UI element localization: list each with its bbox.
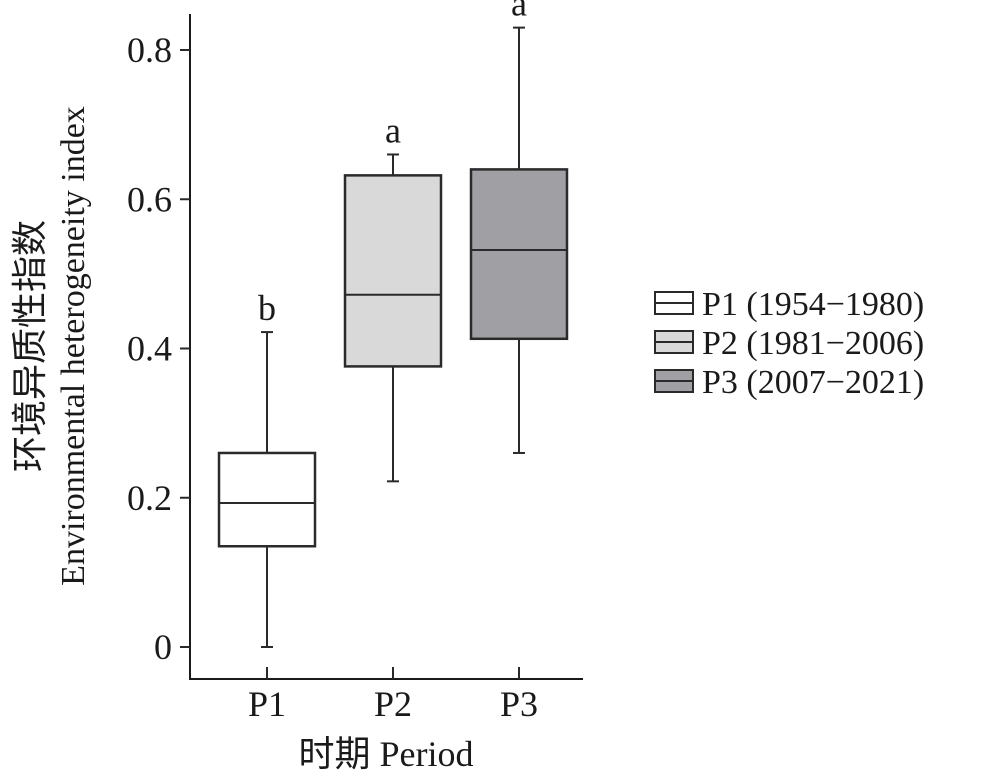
y-axis-ticks: 0 0.2 0.4 0.6 0.8	[127, 30, 190, 667]
boxplot-boxes: b a a	[217, 0, 569, 648]
legend-item-p3: P3 (2007−2021)	[654, 364, 924, 401]
y-tick-label: 0	[154, 627, 172, 667]
legend-item-p2: P2 (1981−2006)	[654, 325, 924, 362]
y-axis-label-cn: 环境异质性指数	[10, 220, 50, 472]
legend-item-p1: P1 (1954−1980)	[654, 286, 924, 323]
significance-letter: a	[511, 0, 527, 24]
legend-label: P2 (1981−2006)	[702, 325, 924, 362]
y-axis-label-en: Environmental heterogeneity index	[55, 106, 92, 586]
legend: P1 (1954−1980)P2 (1981−2006)P3 (2007−202…	[654, 286, 924, 401]
box-p3: a	[469, 0, 569, 454]
iqr-box	[217, 451, 317, 548]
significance-letter: b	[258, 288, 276, 328]
x-tick-label: P1	[248, 684, 286, 724]
iqr-box	[343, 174, 443, 368]
x-tick-label: P2	[374, 684, 412, 724]
y-tick-label: 0.8	[127, 30, 172, 70]
y-tick-label: 0.4	[127, 329, 172, 369]
y-tick-label: 0.2	[127, 478, 172, 518]
legend-label: P3 (2007−2021)	[702, 364, 924, 401]
x-axis-label: 时期 Period	[299, 734, 474, 774]
box-p2: a	[343, 110, 443, 483]
legend-label: P1 (1954−1980)	[702, 286, 924, 323]
significance-letter: a	[385, 110, 401, 150]
box-p1: b	[217, 288, 317, 648]
iqr-box	[469, 168, 569, 341]
y-tick-label: 0.6	[127, 179, 172, 219]
x-tick-label: P3	[500, 684, 538, 724]
x-axis-ticks: P1 P2 P3	[248, 667, 538, 724]
